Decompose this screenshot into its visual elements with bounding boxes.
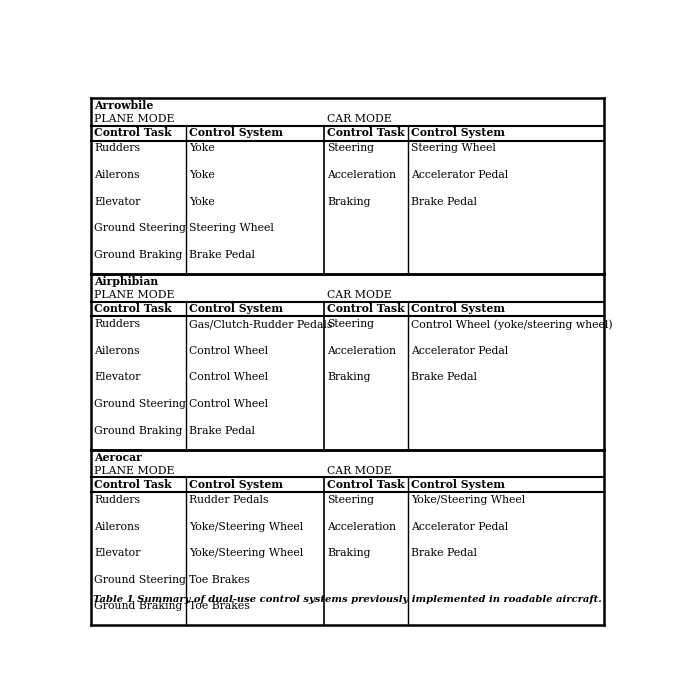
- Text: Elevator: Elevator: [94, 372, 140, 383]
- Text: Acceleration: Acceleration: [327, 170, 396, 180]
- Text: Brake Pedal: Brake Pedal: [411, 197, 477, 206]
- Text: CAR MODE: CAR MODE: [327, 290, 392, 300]
- Text: Yoke/Steering Wheel: Yoke/Steering Wheel: [188, 522, 303, 531]
- Text: Ailerons: Ailerons: [94, 522, 140, 531]
- Text: Toe Brakes: Toe Brakes: [188, 575, 250, 585]
- Text: Accelerator Pedal: Accelerator Pedal: [411, 346, 508, 356]
- Text: Control Task: Control Task: [94, 127, 172, 138]
- Text: CAR MODE: CAR MODE: [327, 466, 392, 475]
- Text: Ailerons: Ailerons: [94, 346, 140, 356]
- Text: Control Wheel: Control Wheel: [188, 372, 268, 383]
- Text: Control System: Control System: [188, 479, 283, 490]
- Text: Yoke/Steering Wheel: Yoke/Steering Wheel: [411, 495, 525, 505]
- Text: Brake Pedal: Brake Pedal: [188, 426, 255, 436]
- Text: Braking: Braking: [327, 197, 370, 206]
- Text: Control Task: Control Task: [327, 127, 405, 138]
- Text: Aerocar: Aerocar: [94, 452, 142, 463]
- Text: Steering: Steering: [327, 495, 374, 505]
- Text: Gas/Clutch-Rudder Pedals: Gas/Clutch-Rudder Pedals: [188, 319, 332, 329]
- Text: Ground Steering: Ground Steering: [94, 575, 186, 585]
- Text: Control Task: Control Task: [94, 303, 172, 314]
- Text: PLANE MODE: PLANE MODE: [94, 466, 175, 475]
- Text: Ailerons: Ailerons: [94, 170, 140, 180]
- Text: Yoke: Yoke: [188, 143, 214, 153]
- Text: Yoke: Yoke: [188, 170, 214, 180]
- Text: Ground Braking: Ground Braking: [94, 601, 182, 612]
- Text: Rudders: Rudders: [94, 143, 140, 153]
- Text: Control System: Control System: [411, 479, 505, 490]
- Text: Control System: Control System: [188, 303, 283, 314]
- Text: PLANE MODE: PLANE MODE: [94, 114, 175, 124]
- Text: Yoke: Yoke: [188, 197, 214, 206]
- Text: Control Wheel: Control Wheel: [188, 346, 268, 356]
- Text: Control Wheel (yoke/steering wheel): Control Wheel (yoke/steering wheel): [411, 319, 613, 329]
- Text: Table 1 Summary of dual-use control systems previously implemented in roadable a: Table 1 Summary of dual-use control syst…: [93, 595, 602, 604]
- Text: Yoke/Steering Wheel: Yoke/Steering Wheel: [188, 548, 303, 558]
- Text: Control System: Control System: [411, 303, 505, 314]
- Text: Acceleration: Acceleration: [327, 522, 396, 531]
- Text: Accelerator Pedal: Accelerator Pedal: [411, 170, 508, 180]
- Text: Steering: Steering: [327, 319, 374, 329]
- Text: Brake Pedal: Brake Pedal: [411, 372, 477, 383]
- Text: Ground Steering: Ground Steering: [94, 399, 186, 409]
- Text: Braking: Braking: [327, 372, 370, 383]
- Text: Rudders: Rudders: [94, 319, 140, 329]
- Text: Ground Steering: Ground Steering: [94, 224, 186, 233]
- Text: Control Task: Control Task: [327, 303, 405, 314]
- Text: Elevator: Elevator: [94, 548, 140, 558]
- Text: Control Task: Control Task: [327, 479, 405, 490]
- Text: Braking: Braking: [327, 548, 370, 558]
- Text: Control Task: Control Task: [94, 479, 172, 490]
- Text: Toe Brakes: Toe Brakes: [188, 601, 250, 612]
- Text: Control System: Control System: [411, 127, 505, 138]
- Text: Control System: Control System: [188, 127, 283, 138]
- Text: Arrowbile: Arrowbile: [94, 100, 154, 111]
- Text: Steering Wheel: Steering Wheel: [188, 224, 274, 233]
- Text: Control Wheel: Control Wheel: [188, 399, 268, 409]
- Text: Rudder Pedals: Rudder Pedals: [188, 495, 268, 505]
- Text: Airphibian: Airphibian: [94, 276, 159, 287]
- Text: Steering Wheel: Steering Wheel: [411, 143, 496, 153]
- Text: Ground Braking: Ground Braking: [94, 426, 182, 436]
- Text: Accelerator Pedal: Accelerator Pedal: [411, 522, 508, 531]
- Text: Brake Pedal: Brake Pedal: [188, 250, 255, 260]
- Text: Steering: Steering: [327, 143, 374, 153]
- Text: CAR MODE: CAR MODE: [327, 114, 392, 124]
- Text: Ground Braking: Ground Braking: [94, 250, 182, 260]
- Text: Elevator: Elevator: [94, 197, 140, 206]
- Text: Acceleration: Acceleration: [327, 346, 396, 356]
- Text: Rudders: Rudders: [94, 495, 140, 505]
- Text: PLANE MODE: PLANE MODE: [94, 290, 175, 300]
- Text: Brake Pedal: Brake Pedal: [411, 548, 477, 558]
